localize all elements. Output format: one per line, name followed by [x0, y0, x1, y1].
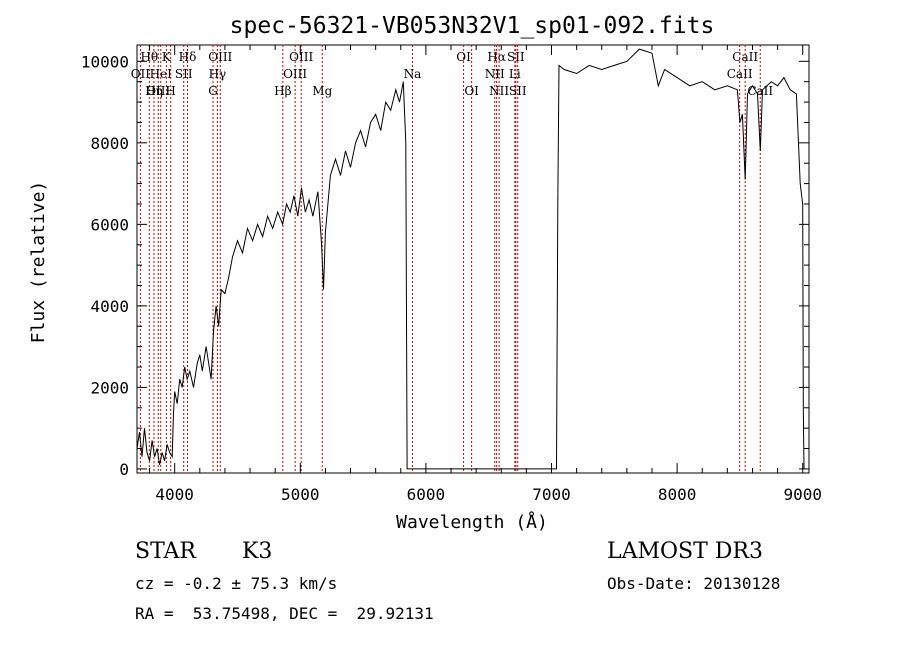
flux-series [136, 48, 805, 470]
x-tick-label: 9000 [783, 485, 822, 504]
spectral-line-label: OI [464, 84, 479, 98]
x-tick-label: 8000 [658, 485, 697, 504]
spectral-line-label: NII [485, 67, 505, 81]
spectral-line-label: Hβ [274, 84, 291, 98]
spectral-line-label: Hθ [140, 50, 158, 64]
spectral-line-label: OI [456, 50, 471, 64]
spectral-line-label: Mg [312, 84, 332, 98]
spectral-line-label: OII [131, 67, 151, 81]
spectral-line-label: CaII [747, 84, 773, 98]
spectral-line-label: G [208, 84, 218, 98]
spectral-line-label: OIII [146, 84, 170, 98]
spectral-line-label: H [165, 84, 175, 98]
x-tick-label: 6000 [407, 485, 446, 504]
axis-ticks: 4000 5000 6000 7000 8000 9000 0 2000 4000 6000 800… [81, 45, 822, 504]
spectral-line-label: OIII [289, 50, 313, 64]
spectral-line-label: Na [404, 67, 422, 81]
y-tick-label: 2000 [90, 378, 129, 397]
x-tick-label: 4000 [155, 485, 194, 504]
observation-date: Obs-Date: 20130128 [607, 574, 781, 593]
y-axis-label: Flux (relative) [28, 181, 49, 344]
y-tick-label: 10000 [81, 52, 129, 71]
spectral-line-label: CaII [727, 67, 753, 81]
x-tick-label: 7000 [532, 485, 571, 504]
spectral-line-label: NII [489, 84, 509, 98]
spectral-line-label: OIII [283, 67, 307, 81]
survey-name: LAMOST DR3 [607, 539, 763, 564]
y-tick-label: 0 [119, 460, 129, 479]
y-tick-label: 4000 [90, 297, 129, 316]
spectral-line-label: HeI [150, 67, 173, 81]
spectral-line-label: Hη [145, 84, 163, 98]
spectral-line-label: Hδ [179, 50, 197, 64]
spectral-line-label: OIII [208, 50, 232, 64]
spectral-line-label: CaII [732, 50, 758, 64]
plot-frame [136, 44, 810, 474]
flux-line [136, 48, 805, 470]
chart-title: spec-56321-VB053N32V1_sp01-092.fits [230, 13, 715, 39]
redshift-info: cz = -0.2 ± 75.3 km/s [135, 574, 338, 593]
x-axis-label: Wavelength (Å) [396, 511, 548, 533]
x-tick-label: 5000 [281, 485, 320, 504]
spectral-line-label: Hα [487, 50, 506, 64]
spectral-line-label: SII [175, 67, 193, 81]
object-class: STAR [135, 539, 196, 564]
object-subclass: K3 [242, 539, 273, 564]
spectral-line-label: SII [507, 50, 525, 64]
y-tick-label: 8000 [90, 134, 129, 153]
spectral-line-label: Hγ [209, 67, 227, 81]
spectral-line-label: K [162, 50, 172, 64]
spectral-line-label: Li [509, 67, 521, 81]
spectral-line-label: SII [509, 84, 527, 98]
coordinates-info: RA = 53.75498, DEC = 29.92131 [135, 604, 434, 623]
y-tick-label: 6000 [90, 215, 129, 234]
